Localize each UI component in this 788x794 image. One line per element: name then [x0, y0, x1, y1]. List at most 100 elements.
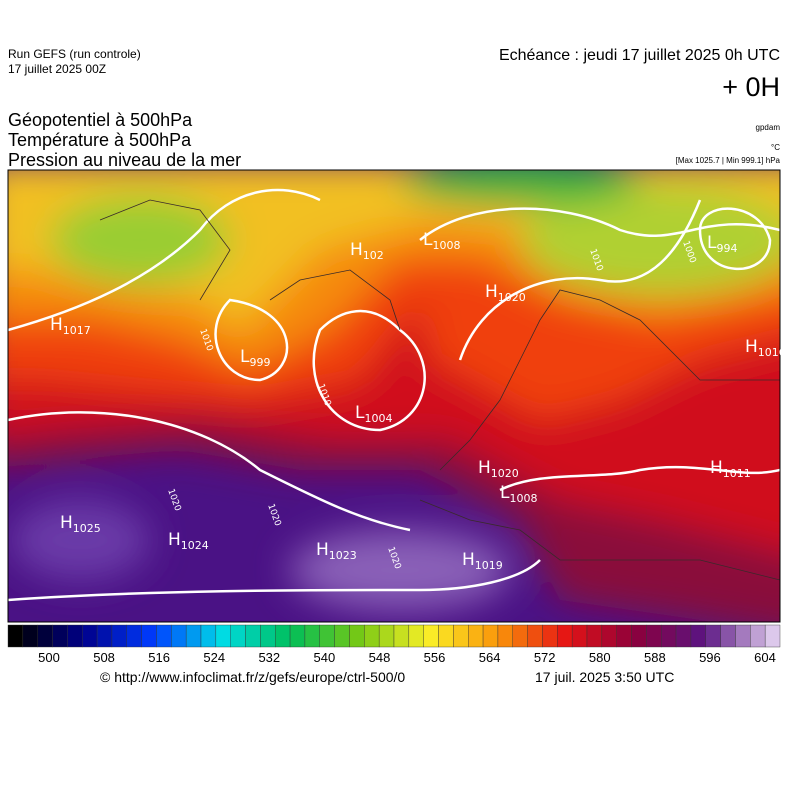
colorbar-cell — [334, 624, 350, 648]
colorbar-cell — [512, 624, 528, 648]
colorbar-cell — [7, 624, 24, 648]
colorbar-cell — [616, 624, 632, 648]
center-value: 994 — [716, 242, 737, 255]
colorbar-cell — [408, 624, 424, 648]
center-letter: H — [710, 458, 723, 478]
center-value: 999 — [249, 356, 270, 369]
center-value: 1023 — [329, 549, 357, 562]
colorbar-cell — [185, 624, 202, 648]
colorbar-cell — [378, 624, 395, 648]
colorbar-cell — [631, 624, 647, 648]
center-letter: H — [350, 240, 363, 260]
colorbar-cell — [319, 624, 335, 648]
source-url: © http://www.infoclimat.fr/z/gefs/europe… — [100, 669, 405, 685]
colorbar-cell — [275, 624, 291, 648]
colorbar-cell — [586, 624, 603, 648]
unit-label: °C — [771, 143, 780, 152]
center-letter: H — [485, 282, 498, 302]
colorbar-cell — [453, 624, 469, 648]
colorbar-cell — [96, 624, 113, 648]
colorbar-cell — [482, 624, 499, 648]
pressure-center: H1020 — [478, 458, 519, 480]
colorbar-label: 572 — [534, 650, 556, 665]
center-letter: L — [500, 483, 510, 503]
colorbar-label: 556 — [424, 650, 446, 665]
colorbar-label: 604 — [754, 650, 776, 665]
pressure-center: H1023 — [316, 540, 357, 562]
colorbar-label: 532 — [258, 650, 280, 665]
map-frame — [7, 169, 781, 623]
colorbar-label: 596 — [699, 650, 721, 665]
valid-time: Echéance : jeudi 17 juillet 2025 0h UTC — [499, 47, 780, 64]
pressure-center: H1011 — [710, 458, 751, 480]
colorbar-label: 516 — [148, 650, 170, 665]
colorbar-cell — [571, 624, 588, 648]
center-letter: L — [355, 403, 365, 423]
colorbar-cell — [200, 624, 217, 648]
run-label: Run GEFS (run controle) — [8, 47, 141, 61]
colorbar-cell — [349, 624, 365, 648]
center-letter: H — [50, 315, 63, 335]
colorbar-cell — [690, 624, 706, 648]
center-value: 1008 — [509, 492, 537, 505]
center-value: 1019 — [475, 559, 503, 572]
run-date: 17 juillet 2025 00Z — [8, 62, 106, 76]
colorbar-cell — [82, 624, 98, 648]
colorbar-cell — [705, 624, 721, 648]
colorbar-cell — [764, 624, 781, 648]
colorbar-label: 524 — [203, 650, 225, 665]
center-value: 1017 — [63, 324, 91, 337]
colorbar-cell — [260, 624, 276, 648]
colorbar-cell — [171, 624, 187, 648]
colorbar-label: 548 — [369, 650, 391, 665]
center-letter: H — [316, 540, 329, 560]
colorbar-cell — [527, 624, 543, 648]
map-field — [8, 170, 780, 622]
colorbar-cell — [661, 624, 677, 648]
pressure-center: L1008 — [500, 483, 537, 505]
center-value: 1008 — [432, 239, 460, 252]
colorbar-cell — [289, 624, 306, 648]
colorbar-cell — [438, 624, 454, 648]
pressure-center: H1024 — [168, 530, 209, 552]
colorbar-cell — [304, 624, 320, 648]
colorbar-cell — [111, 624, 127, 648]
colorbar-label: 564 — [479, 650, 501, 665]
colorbar-cell — [67, 624, 83, 648]
colorbar-cell — [468, 624, 484, 648]
colorbar-cell — [37, 624, 53, 648]
colorbar-cell — [141, 624, 157, 648]
colorbar-cell — [126, 624, 142, 648]
title-line: Pression au niveau de la mer — [8, 150, 241, 170]
colorbar-cell — [601, 624, 617, 648]
pressure-center: H1020 — [485, 282, 526, 304]
colorbar-cell — [245, 624, 261, 648]
unit-label: gpdam — [756, 123, 781, 132]
colorbar-cell — [557, 624, 573, 648]
unit-label: [Max 1025.7 | Min 999.1] hPa — [676, 156, 781, 165]
pressure-center: H1025 — [60, 513, 101, 535]
colorbar-cell — [735, 624, 751, 648]
colorbar-cell — [750, 624, 766, 648]
lead-time: + 0H — [722, 72, 780, 102]
center-letter: H — [60, 513, 73, 533]
colorbar-label: 508 — [93, 650, 115, 665]
center-value: 1011 — [723, 467, 751, 480]
center-value: 1020 — [498, 291, 526, 304]
pressure-center: H102 — [350, 240, 384, 262]
generated-time: 17 juil. 2025 3:50 UTC — [535, 669, 674, 685]
center-value: 1004 — [364, 412, 392, 425]
center-value: 1024 — [181, 539, 209, 552]
colorbar-label: 588 — [644, 650, 666, 665]
pressure-center: H1016 — [745, 337, 786, 359]
center-letter: L — [423, 230, 433, 250]
center-letter: H — [745, 337, 758, 357]
colorbar-cell — [156, 624, 172, 648]
center-value: 102 — [363, 249, 384, 262]
title-line: Température à 500hPa — [8, 130, 192, 150]
center-letter: H — [168, 530, 181, 550]
pressure-center: L994 — [707, 233, 737, 255]
pressure-center: L1004 — [355, 403, 392, 425]
colorbar-label: 500 — [38, 650, 60, 665]
colorbar-cell — [646, 624, 662, 648]
